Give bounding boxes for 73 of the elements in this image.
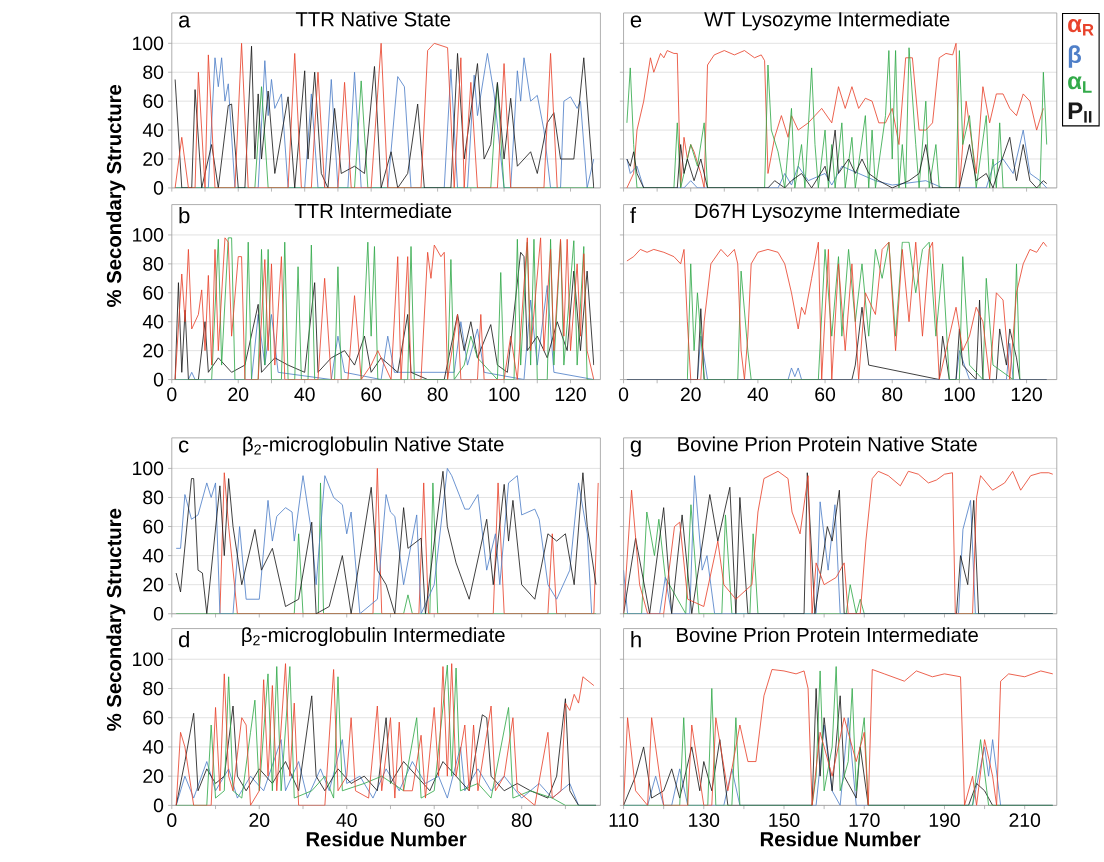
y-axis-title: % Secondary Structure — [106, 508, 126, 731]
y-tick-label: 20 — [143, 152, 164, 166]
annotation: f — [630, 207, 637, 224]
x-tick-label: 0 — [167, 387, 177, 402]
x-tick-label: 60 — [424, 813, 445, 828]
annotation: e — [630, 15, 642, 28]
x-axis-title: Residue Number — [306, 831, 467, 847]
x-tick-label: 20 — [228, 387, 249, 402]
y-axis-title: % Secondary Structure — [106, 85, 126, 308]
chart-title: TTR Native State — [295, 11, 451, 27]
x-tick-label: 0 — [618, 387, 629, 402]
y-tick-label: 60 — [143, 286, 164, 300]
y-tick-label: 100 — [133, 461, 164, 476]
x-tick-label: 80 — [882, 387, 903, 402]
y-tick-label: 0 — [153, 798, 164, 813]
x-tick-label: 100 — [489, 387, 520, 402]
y-tick-label: 80 — [143, 490, 164, 505]
y-tick-label: 0 — [153, 181, 164, 195]
x-tick-label: 60 — [361, 387, 382, 402]
chart-title: WT Lysozyme Intermediate — [704, 11, 950, 31]
x-tick-label: 0 — [167, 813, 177, 828]
y-tick-label: 40 — [142, 548, 164, 563]
annotation: d — [178, 631, 189, 648]
annotation: h — [631, 631, 641, 648]
x-tick-label: 40 — [747, 387, 768, 402]
y-tick-label: 60 — [143, 94, 164, 109]
chart-title: β$_{2}$-microglobulin Intermediate — [242, 627, 505, 647]
chart-title: D67H Lysozyme Intermediate — [695, 203, 960, 223]
x-tick-label: 170 — [849, 813, 880, 828]
y-tick-label: 40 — [142, 314, 164, 329]
y-tick-label: 80 — [143, 65, 164, 80]
chart-title: Bovine Prion Protein Intermediate — [677, 627, 978, 643]
y-tick-label: 40 — [142, 740, 164, 754]
y-tick-label: 20 — [143, 769, 164, 784]
x-tick-label: 110 — [609, 813, 639, 828]
y-tick-label: 0 — [153, 606, 164, 621]
y-tick-label: 100 — [133, 652, 164, 667]
y-tick-label: 80 — [143, 681, 164, 696]
chart-title: TTR Intermediate — [294, 203, 452, 219]
x-tick-label: 80 — [427, 387, 448, 402]
y-tick-label: 20 — [143, 343, 164, 358]
text: β — [1068, 45, 1081, 68]
y-tick-label: 0 — [153, 372, 164, 387]
x-tick-label: 20 — [680, 387, 701, 402]
x-tick-label: 210 — [1009, 813, 1041, 828]
x-tick-label: 80 — [511, 813, 532, 828]
x-tick-label: 40 — [294, 387, 315, 402]
y-tick-label: 80 — [143, 257, 164, 271]
x-tick-label: 60 — [815, 387, 836, 402]
annotation: g — [630, 440, 641, 457]
text: α$_{R}$ — [1068, 19, 1094, 36]
y-tick-label: 40 — [142, 123, 164, 138]
annotation: c — [178, 440, 189, 453]
chart-title: β$_{2}$-microglobulin Native State — [243, 436, 504, 456]
x-tick-label: 20 — [249, 813, 270, 828]
y-tick-label: 100 — [133, 36, 164, 51]
series-label: α$_{L}$ — [1068, 76, 1092, 93]
x-tick-label: 150 — [769, 813, 800, 828]
annotation: b — [179, 207, 190, 224]
text: P$_{II}$ — [1068, 102, 1092, 123]
x-tick-label: 130 — [689, 813, 720, 828]
x-tick-label: 100 — [944, 387, 975, 402]
y-tick-label: 60 — [143, 710, 164, 725]
x-tick-label: 120 — [555, 387, 586, 402]
chart-title: Bovine Prion Protein Native State — [678, 436, 977, 452]
x-tick-label: 120 — [1011, 387, 1042, 402]
y-tick-label: 60 — [143, 519, 164, 534]
x-axis-title: Residue Number — [760, 831, 921, 847]
y-tick-label: 20 — [143, 577, 164, 592]
annotation: a — [178, 15, 191, 28]
x-tick-label: 190 — [929, 813, 960, 828]
y-tick-label: 100 — [133, 228, 164, 242]
x-tick-label: 40 — [336, 813, 357, 828]
